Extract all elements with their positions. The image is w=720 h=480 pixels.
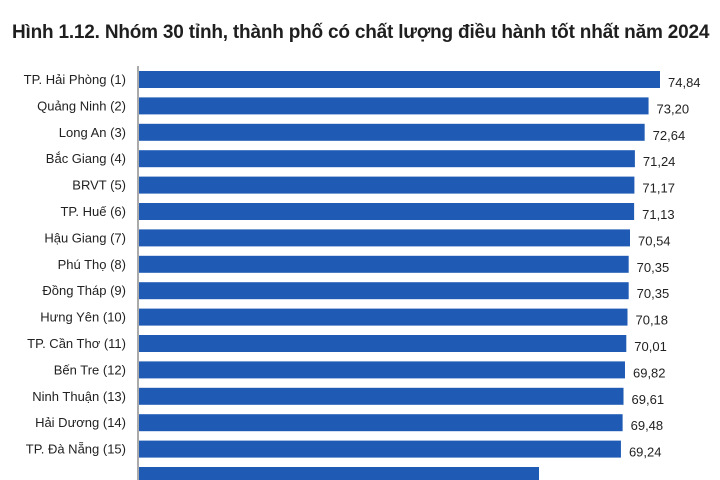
bar: [139, 123, 645, 141]
bar-row: Phú Thọ (8) 70,35: [58, 255, 670, 275]
value-label: 70,01: [634, 339, 667, 354]
category-label: TP. Đà Nẵng (15): [26, 442, 126, 457]
bar: [139, 335, 627, 352]
bar: [139, 255, 629, 273]
bar-row: Đồng Tháp (9) 70,35: [42, 282, 669, 301]
value-label: 72,64: [653, 128, 686, 143]
category-label: Hưng Yên (10): [40, 310, 126, 325]
category-label: Long An (3): [59, 125, 126, 140]
bar-row: TP. Huế (6) 71,13: [60, 203, 675, 222]
value-label: 71,17: [642, 181, 675, 196]
category-label: Phú Thọ (8): [58, 257, 126, 272]
value-label: 69,61: [632, 392, 665, 407]
category-label: BRVT (5): [72, 178, 126, 193]
bar: [139, 229, 631, 247]
category-label: Đồng Tháp (9): [42, 283, 126, 298]
value-label: 70,35: [637, 286, 670, 301]
bar-row: TP. Đà Nẵng (15) 69,24: [26, 440, 662, 460]
bar-row: TP. Hải Phòng (1) 74,84: [24, 71, 701, 90]
category-label: TP. Hải Phòng (1): [24, 72, 126, 87]
category-label: TP. Cần Thơ (11): [27, 336, 126, 351]
bar-row: TP. Cần Thơ (11) 70,01: [27, 335, 667, 354]
category-label: Bắc Giang (4): [46, 151, 126, 166]
value-label: 69,24: [629, 445, 662, 460]
bar: [139, 282, 629, 300]
bar: [139, 176, 635, 194]
bar-row: Bến Tre (12) 69,82: [54, 361, 666, 380]
category-label: Quảng Ninh (2): [37, 98, 126, 113]
bar: [139, 71, 660, 88]
category-label: Ninh Thuận (13): [32, 389, 126, 404]
bar-row: Quảng Ninh (2) 73,20: [37, 97, 689, 116]
category-label: Hậu Giang (7): [44, 230, 126, 245]
bar-row: Bắc Giang (4) 71,24: [46, 150, 676, 169]
bar-row: Ninh Thuận (13) 69,61: [32, 387, 665, 407]
value-label: 69,48: [631, 418, 664, 433]
chart-title: Hình 1.12. Nhóm 30 tỉnh, thành phố có ch…: [12, 22, 710, 43]
bar: [139, 387, 624, 405]
bar-row: Hậu Giang (7) 70,54: [44, 229, 671, 248]
value-label: 69,82: [633, 365, 666, 380]
bar: [139, 203, 635, 220]
value-label: 70,35: [637, 260, 670, 275]
bar: [139, 440, 621, 458]
bar: [139, 150, 635, 168]
bar: [139, 361, 625, 379]
bar: [139, 414, 623, 432]
bar-cut-off: [139, 467, 539, 480]
value-label: 73,20: [657, 101, 690, 116]
value-label: 74,84: [668, 75, 701, 90]
bar-row: Hải Dương (14) 69,48: [35, 414, 663, 433]
bar-row: Long An (3) 72,64: [59, 123, 686, 143]
bar: [139, 308, 628, 326]
bar-row: BRVT (5) 71,17: [72, 176, 675, 196]
bar-row: Hưng Yên (10) 70,18: [40, 308, 668, 328]
value-label: 71,24: [643, 154, 676, 169]
category-label: Bến Tre (12): [54, 362, 126, 377]
category-label: Hải Dương (14): [35, 415, 126, 430]
value-label: 70,18: [635, 313, 668, 328]
bar: [139, 97, 649, 115]
value-label: 70,54: [638, 233, 671, 248]
value-label: 71,13: [642, 207, 675, 222]
category-label: TP. Huế (6): [60, 204, 126, 219]
